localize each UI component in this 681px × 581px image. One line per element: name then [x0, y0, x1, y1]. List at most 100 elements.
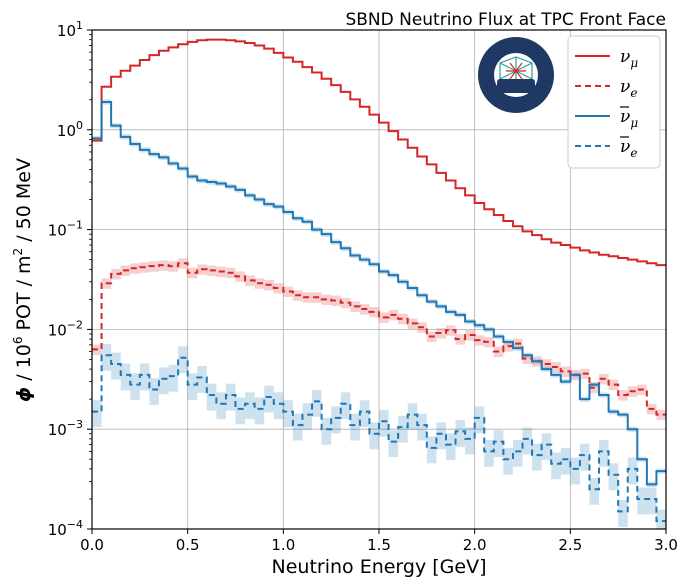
- series-4-band: [618, 500, 628, 527]
- series-4-band: [302, 403, 313, 431]
- series-4-band: [149, 378, 159, 405]
- legend-label: νe: [620, 77, 637, 100]
- series-4-band: [92, 400, 102, 428]
- legend-frame: [567, 35, 661, 169]
- y-axis-title-exp: 2: [11, 248, 25, 256]
- series-4-band: [359, 400, 370, 428]
- y-axis-title-part: / 50 MeV: [13, 158, 35, 248]
- series-4-band: [139, 363, 150, 391]
- series-2-band: [187, 267, 198, 279]
- series-4-band: [436, 422, 446, 450]
- series-4-band: [445, 433, 456, 461]
- series-4-band: [637, 487, 647, 515]
- series-2-band: [168, 261, 179, 272]
- y-tick-label: 100: [57, 119, 83, 140]
- series-4-band: [245, 392, 255, 420]
- series-4-band: [560, 447, 571, 475]
- series-2-band: [235, 271, 246, 282]
- series-2-band: [618, 390, 628, 401]
- series-2-band: [522, 353, 533, 365]
- series-4-band: [111, 352, 121, 380]
- y-tick-label: 10−2: [48, 318, 83, 339]
- series-4-band: [388, 430, 399, 458]
- series-2-band: [560, 366, 571, 377]
- series-4-band: [503, 447, 513, 475]
- series-4-band: [608, 463, 619, 491]
- x-axis-title: Neutrino Energy [GeV]: [272, 556, 487, 578]
- series-4-band: [187, 373, 198, 401]
- series-4-band: [579, 443, 590, 471]
- series-4-band: [407, 403, 418, 431]
- y-axis-title-phi: ϕ: [13, 387, 35, 402]
- y-axis-title-part: POT / m: [13, 255, 35, 336]
- series-4-band: [426, 436, 437, 464]
- legend: νμ νe νμ νe: [567, 35, 661, 169]
- series-4-band: [321, 417, 332, 445]
- logo-center-plate: [497, 79, 535, 93]
- legend-label: νμ: [620, 47, 638, 70]
- series-1-line: [92, 38, 666, 267]
- x-tick-label: 3.0: [654, 536, 678, 554]
- x-tick-label: 2.5: [558, 536, 582, 554]
- series-2-band: [484, 336, 494, 348]
- series-2-line: [92, 262, 666, 416]
- series-2-band: [111, 268, 121, 280]
- series-4-band: [178, 346, 188, 374]
- series-4-band: [101, 343, 112, 371]
- series-4-band: [522, 427, 533, 455]
- series-4-band: [512, 439, 523, 467]
- series-4-band: [350, 413, 360, 441]
- series-4-band: [292, 413, 303, 441]
- series-4-band: [225, 383, 236, 411]
- series-4-band: [312, 390, 322, 417]
- y-tick-label: 10−4: [48, 518, 83, 539]
- series-4-band: [465, 427, 475, 455]
- series-4-band: [369, 422, 379, 450]
- series-4-band: [379, 409, 389, 437]
- y-axis-title: ϕ / 106 POT / m2 / 50 MeV: [11, 158, 35, 402]
- legend-label: νe: [620, 137, 637, 160]
- series-2-band: [608, 379, 619, 391]
- series-4-band: [474, 406, 485, 434]
- x-tick-label: 0.0: [80, 536, 104, 554]
- legend-label: νμ: [620, 107, 638, 130]
- series-3-line: [92, 100, 666, 486]
- y-axis-title-exp: 6: [11, 337, 25, 345]
- series-4-band: [484, 439, 494, 467]
- y-tick-label: 101: [57, 19, 83, 40]
- x-tick-label: 1.0: [271, 536, 295, 554]
- series-2-band: [656, 409, 666, 421]
- series-4-band: [273, 392, 284, 420]
- series-2-band: [398, 313, 408, 325]
- series-4-band: [216, 392, 226, 420]
- series-4-band: [541, 433, 552, 461]
- series-2-band: [178, 258, 188, 269]
- series-4-band: [168, 364, 179, 392]
- x-tick-label: 2.0: [463, 536, 487, 554]
- series-4-band: [551, 452, 561, 480]
- series-4-band: [532, 443, 542, 471]
- y-tick-label: 10−1: [48, 219, 83, 240]
- y-axis-ticks: 10−4 10−3 10−2 10−1 100 101: [48, 19, 92, 539]
- series-4-band: [158, 367, 169, 395]
- series-4-band: [455, 420, 466, 447]
- series-4-band: [130, 373, 140, 401]
- series-4-band: [646, 487, 657, 515]
- series-4-line: [92, 354, 666, 523]
- series-4-band: [398, 415, 408, 443]
- chart-title: SBND Neutrino Flux at TPC Front Face: [345, 10, 666, 30]
- series-4-band: [264, 385, 274, 413]
- series-4-band: [417, 413, 427, 441]
- series-4-band: [570, 457, 580, 485]
- series-4-band: [254, 397, 265, 425]
- series-4-band: [627, 457, 638, 485]
- series-2-band: [245, 275, 255, 286]
- series-2-band: [273, 283, 284, 294]
- series-2-band: [283, 286, 293, 297]
- series-4-band: [589, 477, 600, 505]
- y-axis-title-part: / 10: [13, 344, 35, 387]
- series-4-band: [331, 406, 341, 434]
- x-tick-label: 0.5: [176, 536, 200, 554]
- series-4-band: [656, 509, 666, 529]
- series-lines: [92, 38, 666, 523]
